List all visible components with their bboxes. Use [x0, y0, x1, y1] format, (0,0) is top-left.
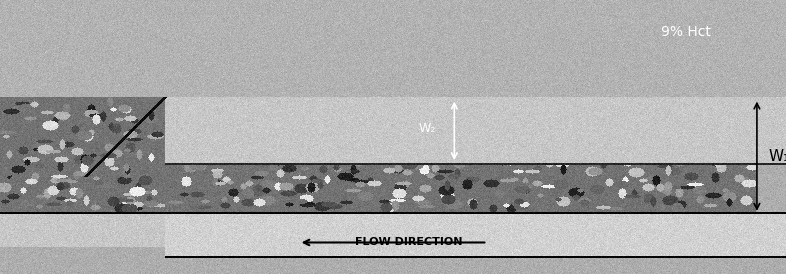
Text: W₂: W₂	[419, 122, 436, 135]
Text: 9% Hct: 9% Hct	[662, 25, 711, 39]
Text: W₁: W₁	[769, 149, 786, 164]
Text: FLOW DIRECTION: FLOW DIRECTION	[355, 238, 462, 247]
